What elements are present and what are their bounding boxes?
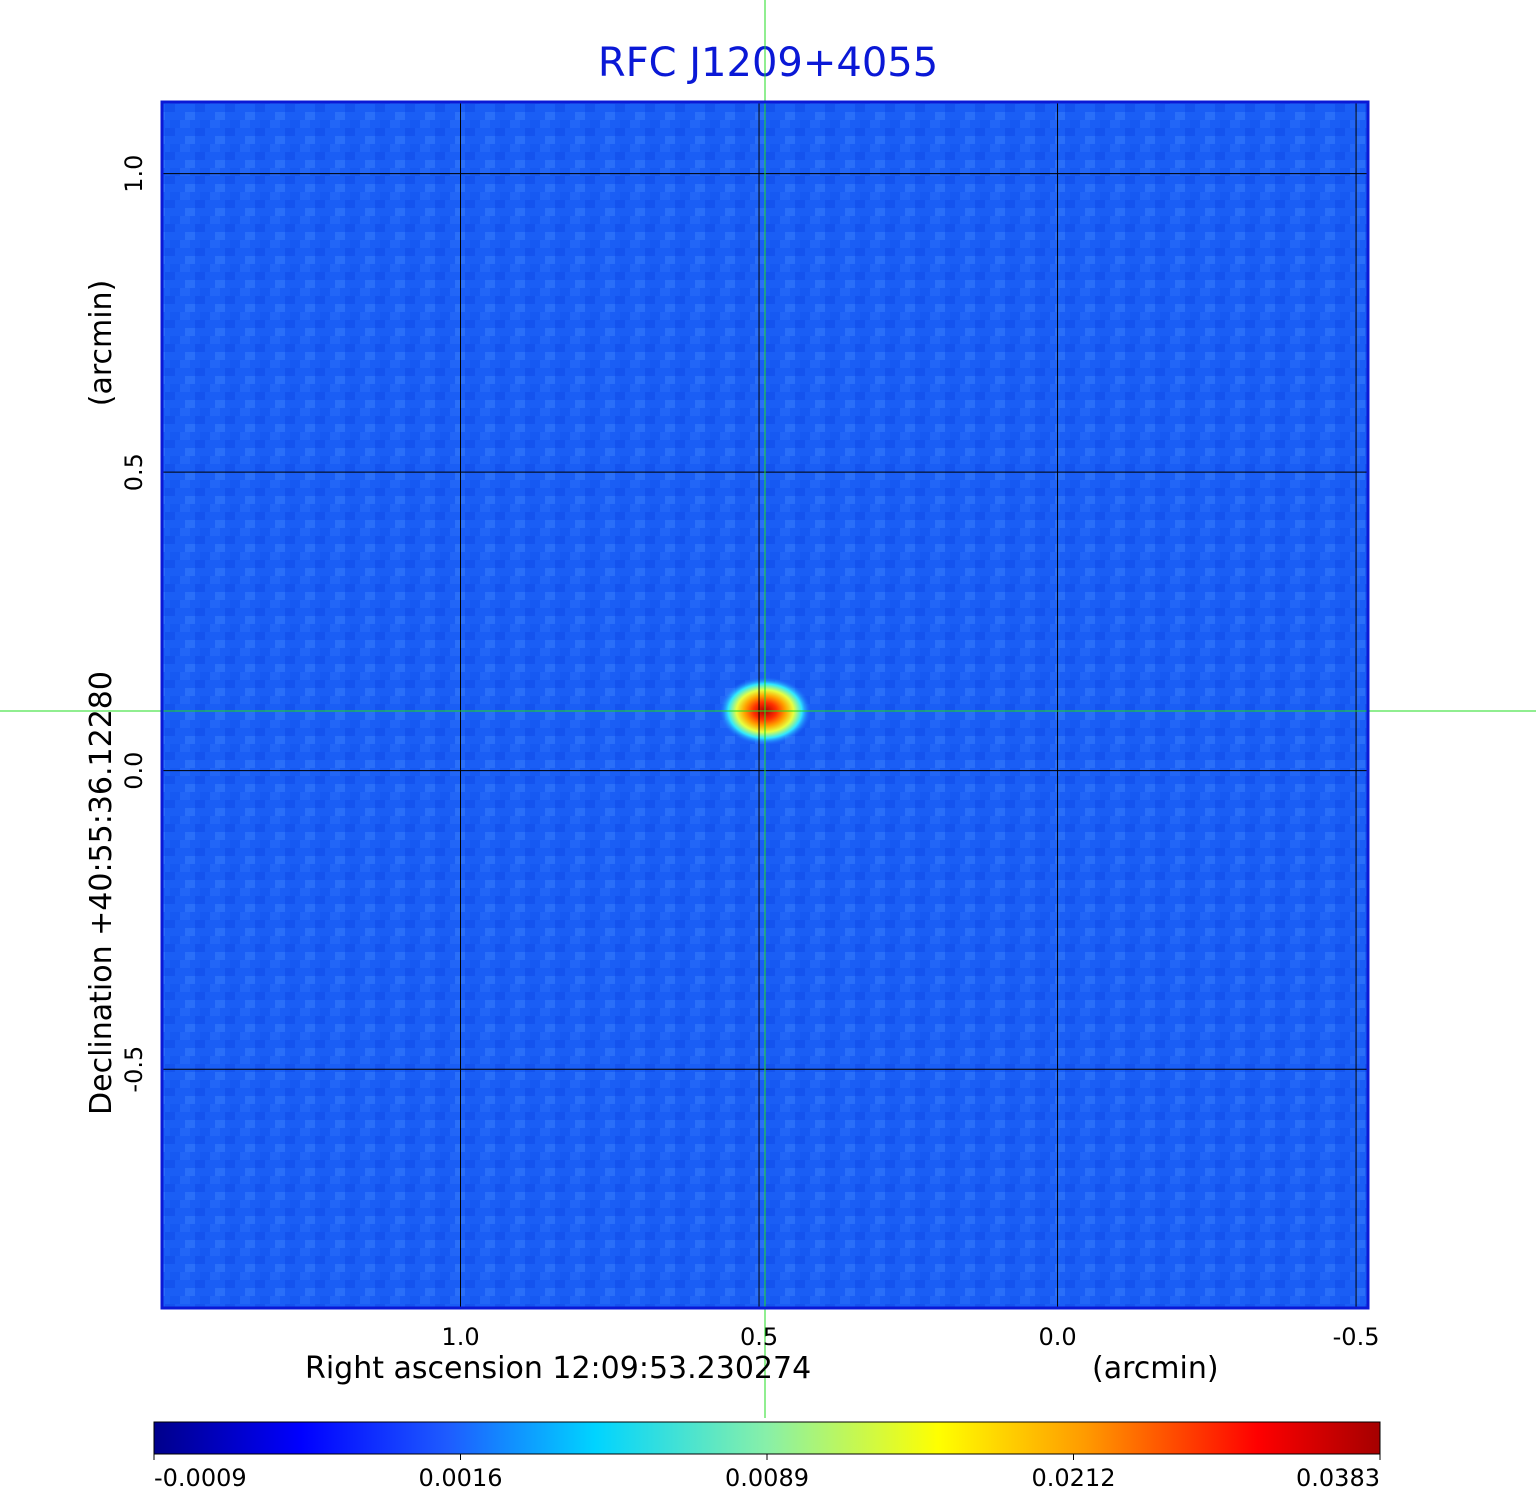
y-tick-label: -0.5 [120,1046,148,1093]
colorbar-tick-label: 0.0016 [419,1464,503,1492]
x-tick-labels: 1.0 0.5 0.0 -0.5 [441,1323,1379,1351]
colorbar-tick-label: -0.0009 [154,1464,247,1492]
colorbar [153,1421,1381,1455]
x-tick-label: 0.5 [740,1323,778,1351]
colorbar-tick-labels: -0.0009 0.0016 0.0089 0.0212 0.0383 [153,1454,1381,1492]
colorbar-tick-label: 0.0212 [1032,1464,1116,1492]
colorbar-tick-label: 0.0089 [725,1464,809,1492]
x-tick-label: -0.5 [1333,1323,1380,1351]
y-axis-label: Declination +40:55:36.12280 [84,671,119,1115]
x-tick-label: 0.0 [1038,1323,1076,1351]
crosshair [0,0,1536,1418]
x-axis-label: Right ascension 12:09:53.230274 [305,1351,811,1386]
y-unit-label: (arcmin) [84,280,119,407]
chart-title: RFC J1209+4055 [597,40,939,86]
colorbar-tick-label: 0.0383 [1296,1464,1380,1492]
y-tick-label: 0.5 [120,453,148,491]
x-unit-label: (arcmin) [1092,1351,1219,1386]
x-tick-label: 1.0 [441,1323,479,1351]
y-tick-label: 1.0 [120,155,148,193]
plot-frame [160,100,1370,1310]
y-tick-labels: 1.0 0.5 0.0 -0.5 [120,155,148,1093]
y-tick-label: 0.0 [120,752,148,790]
